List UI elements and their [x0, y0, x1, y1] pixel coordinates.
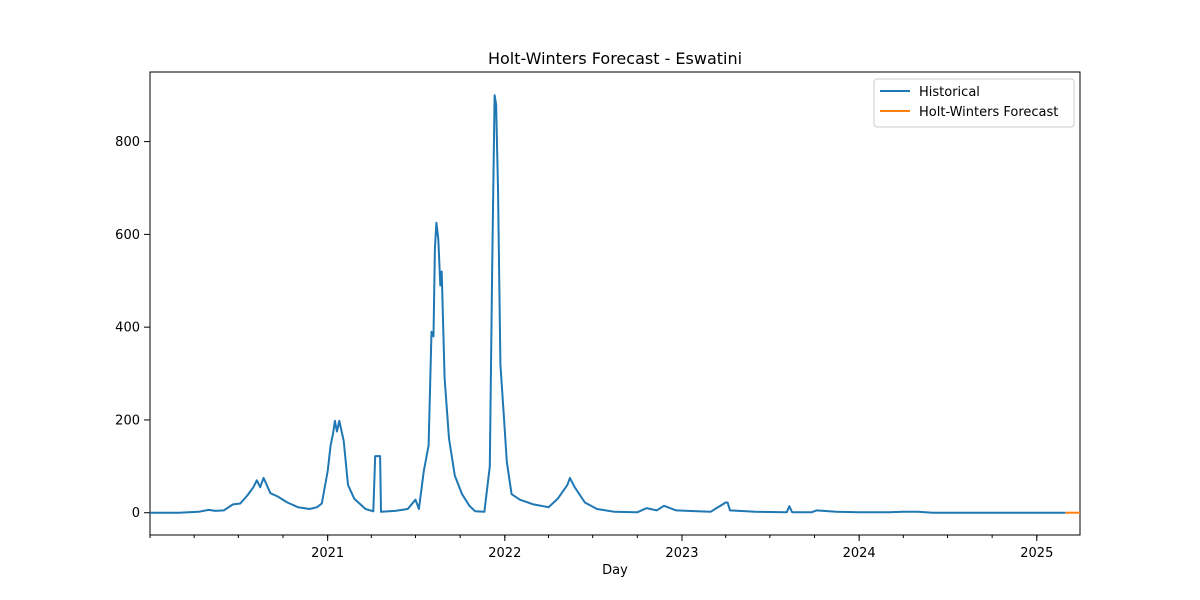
x-tick-label: 2021 — [311, 546, 344, 561]
y-tick-label: 600 — [115, 228, 140, 243]
x-tick-label: 2024 — [843, 546, 876, 561]
y-tick-label: 800 — [115, 135, 140, 150]
chart-title: Holt-Winters Forecast - Eswatini — [488, 49, 742, 68]
series-layer — [150, 94, 1080, 514]
x-tick-label: 2025 — [1020, 546, 1053, 561]
legend-label-forecast: Holt-Winters Forecast — [919, 105, 1058, 120]
legend: Historical Holt-Winters Forecast — [873, 78, 1075, 128]
y-tick-label: 200 — [115, 413, 140, 428]
series-line-historical — [150, 94, 1066, 514]
y-tick-label: 0 — [132, 506, 140, 521]
x-axis-ticks: 2021 2022 2023 2024 2025 — [149, 535, 1053, 561]
x-tick-label: 2022 — [488, 546, 521, 561]
legend-label-historical: Historical — [919, 85, 980, 100]
plot-area — [149, 71, 1081, 536]
x-tick-label: 2023 — [665, 546, 698, 561]
y-tick-label: 400 — [115, 321, 140, 336]
legend-box — [873, 78, 1075, 128]
y-axis-ticks: 0 200 400 600 800 — [115, 135, 150, 521]
x-axis-label: Day — [602, 563, 628, 578]
